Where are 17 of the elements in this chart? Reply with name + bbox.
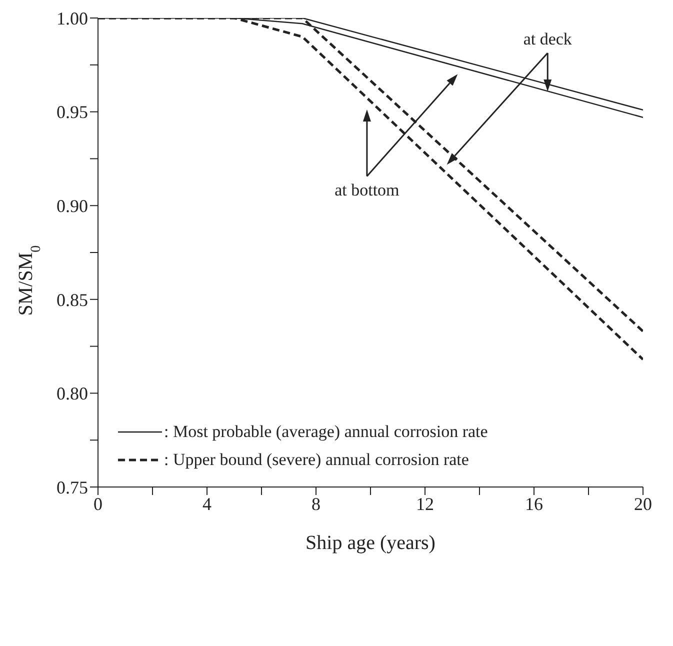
x-tick-label: 16 (525, 494, 543, 514)
y-tick-label: 0.95 (56, 102, 88, 122)
x-tick-label: 20 (634, 494, 652, 514)
x-tick-label: 4 (202, 494, 212, 514)
annotation: at bottom (334, 180, 400, 200)
y-tick-label: 1.00 (56, 8, 88, 28)
x-tick-label: 8 (312, 494, 320, 514)
x-tick-label: 12 (416, 494, 434, 514)
x-tick-label: 0 (94, 494, 102, 514)
legend-label: : Upper bound (severe) annual corrosion rate (164, 449, 469, 471)
y-tick-label: 0.90 (56, 196, 88, 216)
legend-label: : Most probable (average) annual corrosion rate (164, 421, 488, 443)
annotation: at deck (523, 30, 572, 48)
y-tick-label: 0.80 (56, 384, 88, 404)
x-axis-title: Ship age (years) (306, 532, 436, 554)
y-tick-label: 0.85 (56, 290, 88, 310)
y-tick-label: 0.75 (56, 477, 88, 498)
